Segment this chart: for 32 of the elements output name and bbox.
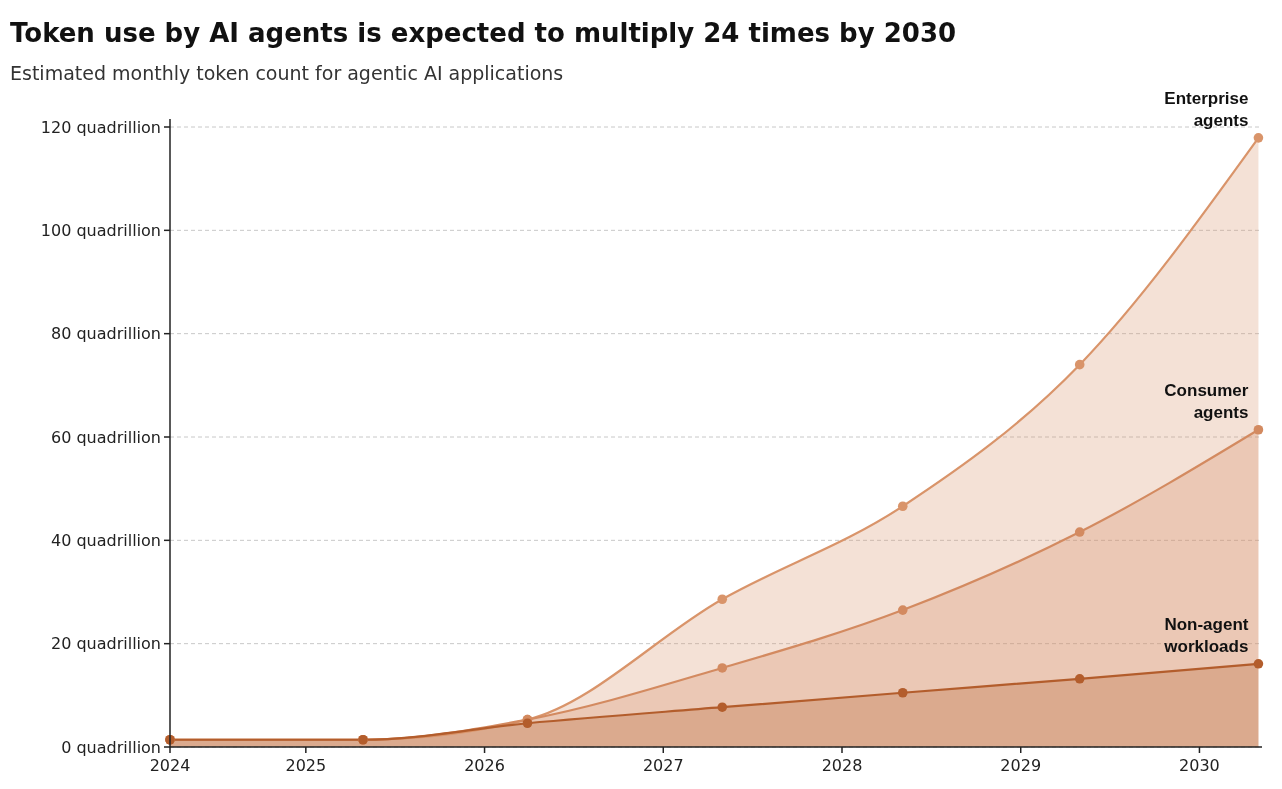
x-tick-label: 2026	[464, 756, 505, 775]
point	[1074, 527, 1085, 537]
y-tick-label: 60 quadrillion	[51, 427, 161, 447]
y-tick-label: 80 quadrillion	[51, 324, 161, 344]
y-tick-label: 20 quadrillion	[51, 634, 161, 654]
chart-title: Token use by AI agents is expected to multiply 24 times by 2030	[10, 18, 957, 48]
x-tick-label: 2029	[1000, 756, 1042, 775]
point	[1253, 133, 1264, 143]
point	[897, 687, 908, 698]
point	[897, 605, 908, 615]
y-tick-label: 0 quadrillion	[61, 737, 161, 757]
point	[522, 718, 533, 729]
x-tick-label: 2030	[1179, 756, 1220, 775]
x-tick-label: 2028	[821, 756, 863, 775]
point	[717, 594, 728, 605]
point	[1253, 659, 1264, 669]
point	[717, 663, 728, 673]
x-tick-label: 2027	[642, 756, 684, 775]
y-tick-label: 40 quadrillion	[51, 530, 161, 550]
point	[1074, 674, 1085, 684]
series-label: Enterprise agents	[1164, 88, 1249, 130]
series-label: Non-agent workloads	[1163, 614, 1249, 656]
chart-subtitle: Estimated monthly token count for agentic AI applications	[10, 62, 564, 84]
point	[1253, 424, 1264, 435]
x-tick-label: 2025	[285, 756, 327, 775]
series-label: Consumer agents	[1164, 380, 1249, 422]
y-tick-label: 120 quadrillion	[40, 117, 161, 137]
point	[897, 501, 908, 512]
point	[717, 702, 728, 713]
y-tick-label: 100 quadrillion	[40, 220, 161, 240]
point	[1074, 359, 1085, 370]
x-tick-label: 2024	[149, 756, 191, 775]
